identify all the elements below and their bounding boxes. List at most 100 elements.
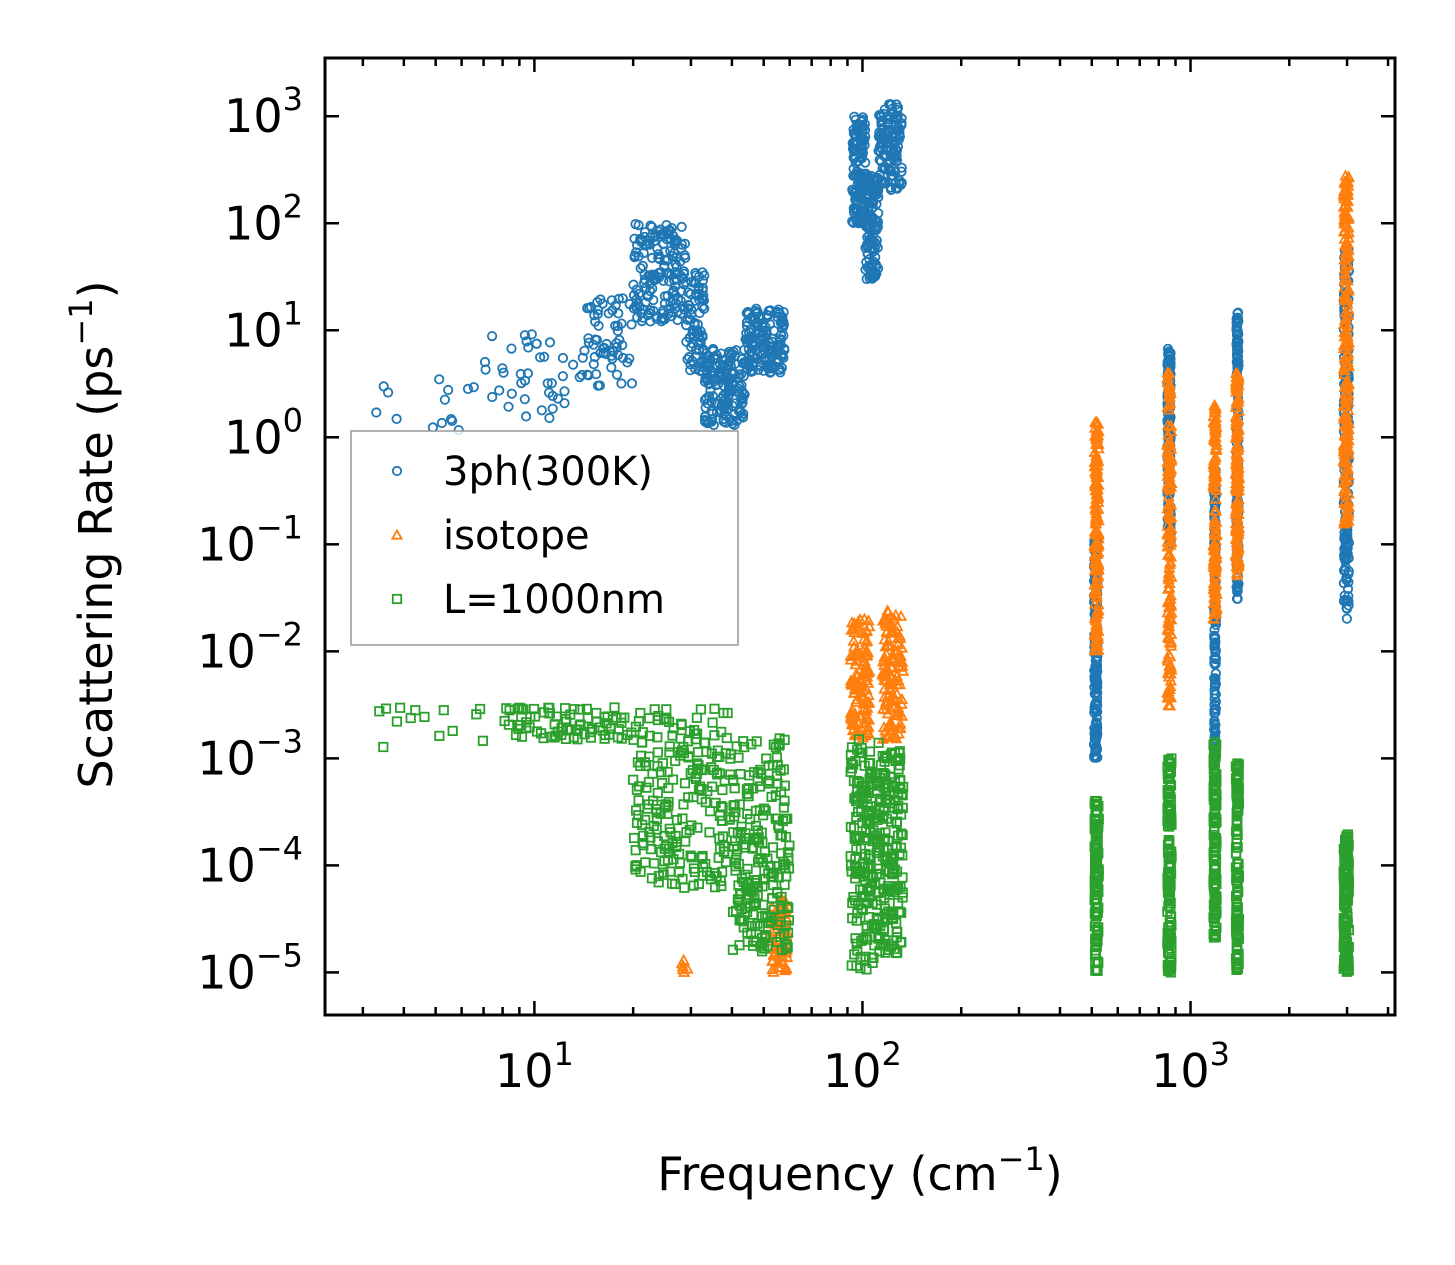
data-point <box>1163 377 1176 389</box>
data-point <box>1339 429 1352 441</box>
data-point <box>1092 666 1103 677</box>
data-point <box>887 652 900 664</box>
data-point <box>1164 348 1175 359</box>
data-point <box>1341 613 1353 624</box>
data-point <box>857 655 870 667</box>
data-point <box>664 843 675 854</box>
data-point <box>864 181 875 192</box>
data-point <box>1342 487 1355 499</box>
data-point <box>864 254 875 265</box>
data-point <box>1164 419 1177 432</box>
data-point <box>1161 535 1174 547</box>
data-point <box>1091 677 1103 689</box>
data-point <box>844 707 857 719</box>
data-point <box>858 668 871 680</box>
data-point <box>771 956 784 968</box>
data-point <box>766 336 778 347</box>
data-point <box>382 387 394 398</box>
data-point <box>718 413 729 425</box>
data-point <box>639 231 650 242</box>
data-point <box>668 854 679 865</box>
data-point <box>778 319 790 330</box>
data-point <box>643 776 655 788</box>
data-point <box>850 693 863 705</box>
data-point <box>1343 566 1354 577</box>
data-point <box>682 303 694 314</box>
data-point <box>851 727 864 739</box>
data-point <box>380 703 392 714</box>
data-point <box>847 634 860 646</box>
data-point <box>1161 437 1174 449</box>
data-point <box>374 706 385 717</box>
data-point <box>638 277 650 289</box>
data-point <box>1341 346 1355 359</box>
data-point <box>692 747 704 758</box>
data-point <box>693 339 704 351</box>
data-point <box>1232 507 1245 519</box>
data-point <box>850 643 864 655</box>
data-point <box>556 722 567 733</box>
data-point <box>703 391 715 402</box>
data-point <box>523 342 534 353</box>
data-point <box>745 313 756 325</box>
data-point <box>1338 232 1351 244</box>
data-point <box>852 136 863 147</box>
data-point <box>651 273 662 284</box>
data-point <box>521 336 532 347</box>
data-point <box>895 697 908 709</box>
data-point <box>1232 335 1243 346</box>
data-point <box>1343 600 1354 611</box>
data-point <box>536 405 547 416</box>
data-point <box>635 263 646 274</box>
data-point <box>647 283 658 294</box>
data-point <box>544 708 556 719</box>
data-point <box>864 220 875 231</box>
data-point <box>668 723 679 734</box>
data-point <box>887 170 898 181</box>
data-point <box>894 654 907 666</box>
data-point <box>1209 590 1222 602</box>
data-point <box>676 285 687 296</box>
data-point <box>709 397 721 408</box>
data-point <box>591 716 602 728</box>
data-point <box>848 682 862 694</box>
data-point <box>611 369 623 380</box>
data-point <box>1230 538 1244 550</box>
data-point <box>1338 330 1351 342</box>
data-point <box>1337 224 1351 236</box>
data-point <box>847 722 861 734</box>
data-point <box>861 190 872 201</box>
data-point <box>849 153 860 164</box>
data-point <box>718 390 729 401</box>
data-point <box>637 838 648 849</box>
data-point <box>1161 606 1174 618</box>
data-point <box>646 252 658 263</box>
data-point <box>559 398 570 409</box>
data-point <box>1338 367 1351 380</box>
data-point <box>1091 661 1103 673</box>
data-point <box>683 287 694 298</box>
data-point <box>1232 461 1245 473</box>
data-point <box>520 411 532 422</box>
data-point <box>531 338 542 349</box>
data-point <box>1208 526 1221 538</box>
data-point <box>1162 594 1175 606</box>
data-point <box>766 954 779 966</box>
data-point <box>662 808 673 819</box>
data-point <box>736 380 747 391</box>
data-point <box>876 614 890 626</box>
data-point <box>1163 384 1176 397</box>
data-point <box>1091 491 1105 503</box>
data-point <box>603 308 614 319</box>
data-point <box>543 387 555 398</box>
data-point <box>1340 441 1354 453</box>
data-point <box>848 686 861 698</box>
data-point <box>371 407 382 418</box>
data-point <box>1342 258 1355 271</box>
data-point <box>626 378 638 389</box>
data-point <box>1232 313 1244 325</box>
data-point <box>670 755 681 767</box>
data-point <box>1164 555 1177 567</box>
data-point <box>707 345 719 357</box>
data-point <box>501 703 512 714</box>
